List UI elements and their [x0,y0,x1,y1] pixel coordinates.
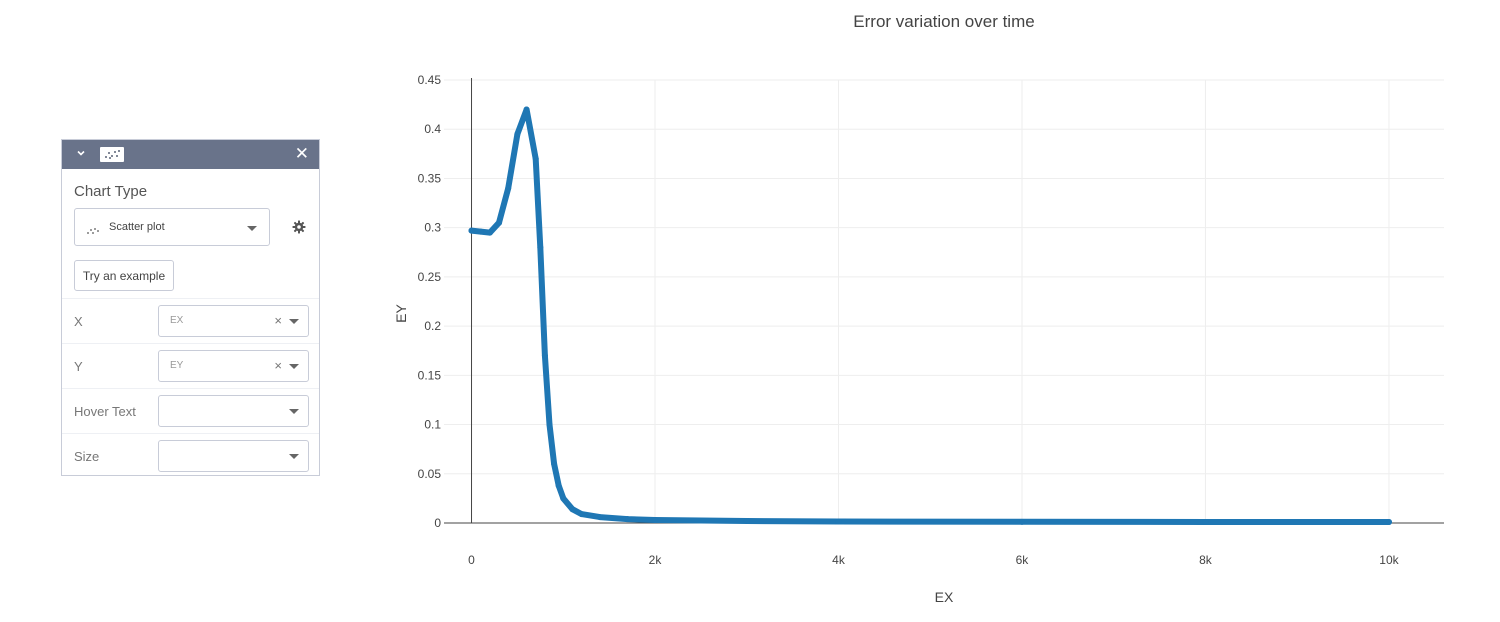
x-value: EX [170,315,184,326]
chart-title: Error variation over time [853,12,1035,31]
data-point [1202,519,1209,526]
data-point [546,421,553,428]
caret-down-icon [289,364,299,369]
y-axis-title: EY [393,304,409,323]
data-point [551,460,558,467]
x-tick-label: 0 [468,553,475,567]
chevron-down-icon[interactable] [74,146,88,160]
data-series-line [468,106,1392,525]
x-row: X EX × [62,298,319,344]
chart-type-select[interactable]: Scatter plot [74,208,270,246]
data-point [468,227,475,234]
caret-down-icon [289,454,299,459]
hover-text-row: Hover Text [62,388,319,434]
data-point [652,517,659,524]
y-tick-label: 0.35 [418,171,442,185]
y-tick-label: 0.1 [424,418,441,432]
caret-down-icon [289,409,299,414]
data-point [532,155,539,162]
y-label: Y [74,359,83,374]
data-point [505,185,512,192]
data-point [1018,518,1025,525]
y-tick-label: 0.4 [424,122,441,136]
y-tick-label: 0.25 [418,270,442,284]
x-label: X [74,314,83,329]
data-point [569,506,576,513]
y-tick-label: 0.15 [418,368,442,382]
x-tick-label: 4k [832,553,846,567]
data-point [1385,519,1392,526]
data-point [555,482,562,489]
data-point [624,516,631,523]
y-select[interactable]: EY × [158,350,309,382]
chart-type-heading: Chart Type [74,183,148,200]
chart-type-value: Scatter plot [109,221,165,233]
data-point [514,131,521,138]
data-point [578,511,585,518]
trace-panel: ✕ Chart Type Scatter plot [61,139,320,476]
y-tick-label: 0.2 [424,319,441,333]
y-tick-label: 0.05 [418,467,442,481]
gear-icon[interactable] [292,220,306,234]
y-value: EY [170,360,184,371]
data-point [537,244,544,251]
x-axis-title: EX [935,589,954,605]
panel-header: ✕ [62,140,319,169]
data-point [541,352,548,359]
x-tick-label: 2k [649,553,663,567]
data-point [523,106,530,113]
y-tick-label: 0.45 [418,73,442,87]
data-point [496,219,503,226]
y-tick-label: 0.3 [424,221,441,235]
try-example-button[interactable]: Try an example [74,260,174,291]
hover-text-label: Hover Text [74,404,136,419]
y-row: Y EY × [62,343,319,389]
data-point [596,514,603,521]
x-tick-label: 10k [1379,553,1399,567]
clear-icon[interactable]: × [274,358,282,373]
data-point [835,518,842,525]
x-select[interactable]: EX × [158,305,309,337]
caret-down-icon [247,226,257,231]
close-icon[interactable]: ✕ [294,144,309,163]
data-point [486,229,493,236]
x-tick-label: 8k [1199,553,1213,567]
data-point [477,228,484,235]
clear-icon[interactable]: × [274,313,282,328]
caret-down-icon [289,319,299,324]
scatter-dots-icon [87,223,101,234]
x-tick-label: 6k [1016,553,1030,567]
data-point [743,518,750,525]
scatter-thumbnail-icon [100,147,124,162]
size-row: Size [62,433,319,479]
size-label: Size [74,449,100,464]
size-select[interactable] [158,440,309,472]
data-point [560,495,567,502]
y-tick-label: 0 [434,516,441,530]
hover-text-select[interactable] [158,395,309,427]
